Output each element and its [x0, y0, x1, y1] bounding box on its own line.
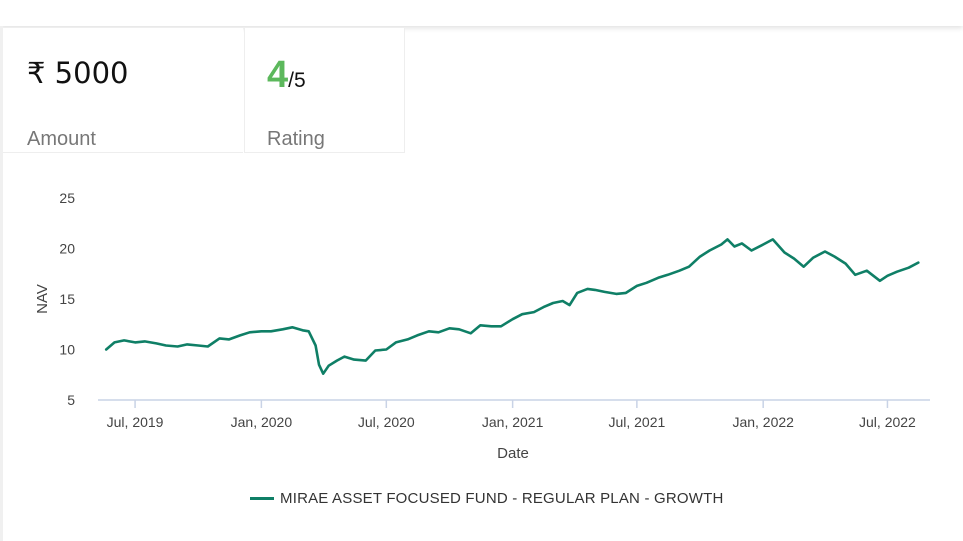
x-tick-label: Jul, 2019 [107, 414, 164, 430]
amount-label: Amount [27, 128, 96, 150]
y-tick-label: 10 [59, 342, 75, 358]
y-axis-title: NAV [34, 284, 51, 314]
rating-value: 4/5 [267, 54, 306, 97]
y-axis-ticks: 5 10 15 20 25 [59, 190, 75, 408]
x-tick-label: Jan, 2021 [482, 414, 544, 430]
legend-label: MIRAE ASSET FOCUSED FUND - REGULAR PLAN … [280, 490, 724, 507]
left-edge-shade [0, 26, 3, 541]
x-axis-title: Date [497, 445, 529, 462]
amount-value: ₹ 5000 [27, 56, 129, 90]
x-tick-label: Jul, 2020 [358, 414, 415, 430]
y-tick-label: 5 [67, 392, 75, 408]
rating-number: 4 [267, 54, 289, 96]
series-line-mirae-focused-fund[interactable] [104, 238, 920, 375]
y-tick-label: 20 [59, 241, 75, 257]
legend-swatch [250, 497, 274, 500]
rating-scale: /5 [288, 69, 306, 92]
x-tick-label: Jan, 2022 [732, 414, 794, 430]
rating-label: Rating [267, 128, 325, 150]
nav-line-chart: 5 10 15 20 25 Jul, 2019 Jan, 2020 Jul, 2020 Jan… [34, 190, 930, 462]
x-tick-label: Jan, 2020 [231, 414, 293, 430]
amount-card: ₹ 5000 Amount [3, 28, 243, 153]
x-tick-label: Jul, 2022 [859, 414, 916, 430]
y-tick-label: 25 [59, 190, 75, 206]
top-bar [0, 0, 963, 26]
rating-card: 4/5 Rating [244, 28, 405, 153]
chart-legend[interactable]: MIRAE ASSET FOCUSED FUND - REGULAR PLAN … [250, 490, 724, 507]
x-tick-label: Jul, 2021 [608, 414, 665, 430]
x-axis-ticks: Jul, 2019 Jan, 2020 Jul, 2020 Jan, 2021 Jul,… [107, 400, 916, 430]
y-tick-label: 15 [59, 291, 75, 307]
